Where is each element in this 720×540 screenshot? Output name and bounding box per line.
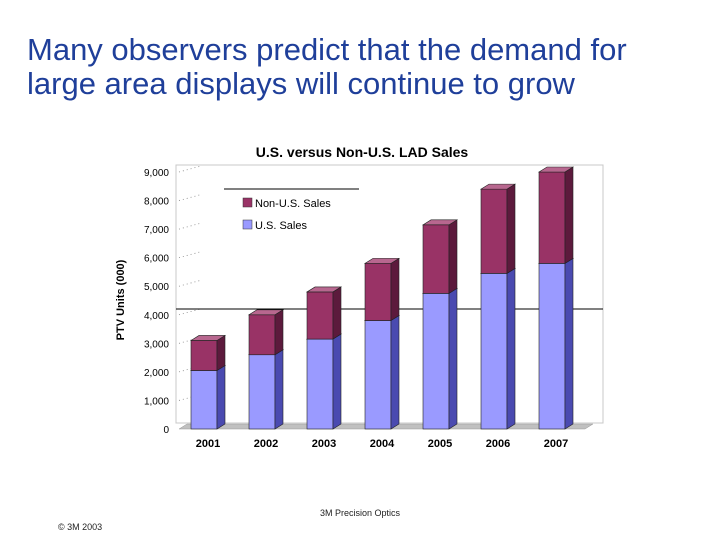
bar-us-sales-side [274, 349, 284, 430]
y-tick-label: 4,000 [144, 311, 169, 322]
bar-us-sales-front [364, 320, 392, 430]
bar-non-us-sales-side [564, 166, 574, 264]
bar-non-us-sales-front [190, 340, 218, 371]
bar-non-us-sales-front [538, 171, 566, 264]
bar-us-sales-side [564, 257, 574, 430]
y-tick-label: 3,000 [144, 339, 169, 350]
bar-us-sales-front [306, 338, 334, 430]
x-tick-label: 2002 [254, 438, 278, 450]
footer-source: 3M Precision Optics [319, 508, 401, 518]
bar-us-sales-side [332, 333, 342, 430]
legend-label: Non-U.S. Sales [255, 198, 331, 210]
bar-non-us-sales-side [274, 309, 284, 356]
y-gridline [178, 194, 202, 201]
bar-non-us-sales-top [421, 219, 459, 226]
x-tick-label: 2001 [196, 438, 220, 450]
y-tick-label: 8,000 [144, 197, 169, 208]
bar-non-us-sales-top [479, 183, 517, 190]
bar-us-sales-side [216, 364, 226, 430]
y-gridline [178, 165, 202, 173]
bar-us-sales-front [422, 293, 450, 430]
legend-label: U.S. Sales [255, 220, 307, 232]
bar-us-sales-front [190, 370, 218, 430]
bar-non-us-sales-top [363, 258, 401, 264]
x-tick-label: 2003 [312, 438, 336, 450]
y-tick-label: 2,000 [144, 368, 169, 379]
bar-non-us-sales-top [189, 335, 227, 341]
slide-title: Many observers predict that the demand f… [27, 33, 707, 101]
x-tick-label: 2007 [544, 438, 568, 450]
y-gridline [178, 251, 202, 259]
bar-non-us-sales-side [448, 219, 458, 294]
bar-non-us-sales-side [506, 183, 516, 274]
chart-title: U.S. versus Non-U.S. LAD Sales [256, 144, 469, 160]
bar-us-sales-front [480, 273, 508, 430]
bar-non-us-sales-side [216, 334, 226, 372]
bar-non-us-sales-top [247, 309, 285, 316]
bar-us-sales-front [538, 263, 566, 430]
y-axis-label: PTV Units (000) [115, 259, 127, 340]
y-tick-label: 6,000 [144, 254, 169, 265]
bar-non-us-sales-front [248, 314, 276, 356]
bar-non-us-sales-side [390, 257, 400, 322]
bar-us-sales-front [248, 354, 276, 430]
legend-swatch [242, 197, 253, 208]
x-tick-label: 2005 [428, 438, 452, 450]
legend-swatch [242, 219, 253, 230]
bar-non-us-sales-front [480, 188, 508, 274]
y-tick-label: 1,000 [144, 396, 169, 407]
bar-non-us-sales-side [332, 286, 342, 340]
y-tick-label: 7,000 [144, 225, 169, 236]
bar-us-sales-side [448, 287, 458, 430]
y-tick-label: 9,000 [144, 168, 169, 179]
bar-us-sales-side [506, 267, 516, 430]
bar-non-us-sales-front [364, 263, 392, 321]
bar-non-us-sales-top [305, 286, 343, 293]
y-tick-label: 5,000 [144, 282, 169, 293]
footer-copyright: © 3M 2003 [58, 522, 103, 532]
x-tick-label: 2004 [370, 438, 395, 450]
bar-non-us-sales-front [306, 291, 334, 340]
y-gridline [178, 308, 202, 316]
y-gridline [178, 279, 202, 287]
y-gridline [178, 222, 202, 230]
bar-us-sales-side [390, 314, 400, 430]
slide-title-line-2: large area displays will continue to gro… [27, 66, 575, 101]
bar-non-us-sales-front [422, 224, 450, 294]
y-tick-label: 0 [163, 425, 169, 436]
bar-non-us-sales-top [537, 166, 575, 173]
x-tick-label: 2006 [486, 438, 510, 450]
slide-title-line-1: Many observers predict that the demand f… [27, 32, 627, 67]
